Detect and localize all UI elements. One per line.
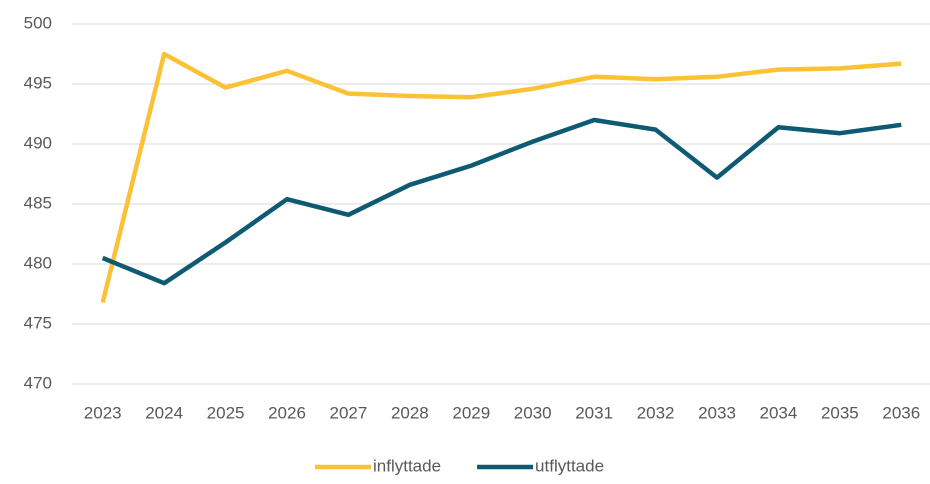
x-tick-label: 2024 (145, 403, 183, 422)
x-tick-label: 2029 (452, 403, 490, 422)
y-tick-label: 480 (24, 253, 52, 272)
x-tick-label: 2036 (882, 403, 920, 422)
x-tick-label: 2027 (330, 403, 368, 422)
x-tick-label: 2028 (391, 403, 429, 422)
y-tick-label: 485 (24, 193, 52, 212)
x-tick-label: 2025 (207, 403, 245, 422)
x-tick-label: 2034 (760, 403, 798, 422)
y-tick-label: 470 (24, 373, 52, 392)
x-tick-label: 2030 (514, 403, 552, 422)
y-tick-label: 495 (24, 73, 52, 92)
legend-label: utflyttade (535, 456, 604, 475)
line-series (100, 51, 902, 303)
x-tick-label: 2035 (821, 403, 859, 422)
x-tick-label: 2023 (84, 403, 122, 422)
line-series (101, 117, 902, 286)
x-tick-label: 2031 (575, 403, 613, 422)
y-tick-label: 475 (24, 313, 52, 332)
x-tick-label: 2026 (268, 403, 306, 422)
x-tick-label: 2032 (637, 403, 675, 422)
x-tick-label: 2033 (698, 403, 736, 422)
y-tick-label: 490 (24, 133, 52, 152)
y-tick-label: 500 (24, 13, 52, 32)
legend-label: inflyttade (373, 456, 441, 475)
